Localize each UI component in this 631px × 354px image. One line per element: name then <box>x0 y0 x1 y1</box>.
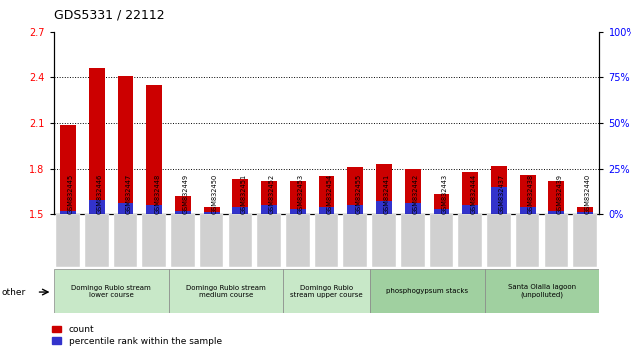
Bar <box>491 187 507 214</box>
Text: GSM832438: GSM832438 <box>528 174 534 214</box>
Text: GDS5331 / 22112: GDS5331 / 22112 <box>54 9 164 22</box>
Bar <box>433 194 449 214</box>
Text: GSM832443: GSM832443 <box>442 174 447 214</box>
FancyBboxPatch shape <box>343 214 367 267</box>
Text: GSM832447: GSM832447 <box>126 174 131 214</box>
Text: GSM832453: GSM832453 <box>298 174 304 214</box>
FancyBboxPatch shape <box>228 214 252 267</box>
Text: GSM832437: GSM832437 <box>499 174 505 214</box>
Text: GSM832439: GSM832439 <box>557 174 562 214</box>
FancyBboxPatch shape <box>114 214 137 267</box>
FancyBboxPatch shape <box>283 269 370 313</box>
Bar <box>232 179 248 214</box>
Bar <box>290 209 305 214</box>
FancyBboxPatch shape <box>168 269 283 313</box>
Text: GSM832451: GSM832451 <box>240 174 246 214</box>
Bar <box>433 209 449 214</box>
Bar <box>261 181 277 214</box>
Bar <box>89 200 105 214</box>
Bar <box>117 76 133 214</box>
Bar <box>376 164 392 214</box>
FancyBboxPatch shape <box>171 214 195 267</box>
Bar <box>204 207 220 214</box>
Text: phosphogypsum stacks: phosphogypsum stacks <box>386 288 468 294</box>
Legend: count, percentile rank within the sample: count, percentile rank within the sample <box>49 321 225 349</box>
FancyBboxPatch shape <box>315 214 338 267</box>
Bar <box>405 169 421 214</box>
FancyBboxPatch shape <box>56 214 80 267</box>
Bar <box>290 181 305 214</box>
FancyBboxPatch shape <box>54 269 168 313</box>
Text: GSM832445: GSM832445 <box>68 174 74 214</box>
Bar <box>89 68 105 214</box>
Bar <box>319 176 334 214</box>
Text: Santa Olalla lagoon
(unpolluted): Santa Olalla lagoon (unpolluted) <box>508 284 576 298</box>
Bar <box>175 211 191 214</box>
Text: GSM832441: GSM832441 <box>384 174 390 214</box>
FancyBboxPatch shape <box>545 214 568 267</box>
Bar <box>319 207 334 214</box>
Bar <box>548 211 564 214</box>
FancyBboxPatch shape <box>458 214 482 267</box>
FancyBboxPatch shape <box>85 214 109 267</box>
FancyBboxPatch shape <box>257 214 281 267</box>
FancyBboxPatch shape <box>286 214 310 267</box>
Bar <box>348 167 363 214</box>
Bar <box>60 211 76 214</box>
Bar <box>548 181 564 214</box>
FancyBboxPatch shape <box>370 269 485 313</box>
FancyBboxPatch shape <box>372 214 396 267</box>
Bar <box>146 85 162 214</box>
FancyBboxPatch shape <box>574 214 597 267</box>
Text: GSM832449: GSM832449 <box>183 174 189 214</box>
Bar <box>204 212 220 214</box>
Text: GSM832444: GSM832444 <box>470 174 476 214</box>
Bar <box>175 196 191 214</box>
Text: GSM832448: GSM832448 <box>154 174 160 214</box>
Bar <box>376 201 392 214</box>
Bar <box>491 166 507 214</box>
Text: GSM832454: GSM832454 <box>327 174 333 214</box>
FancyBboxPatch shape <box>487 214 510 267</box>
Bar <box>520 207 536 214</box>
Text: GSM832450: GSM832450 <box>211 174 218 214</box>
FancyBboxPatch shape <box>430 214 453 267</box>
Bar <box>520 175 536 214</box>
Bar <box>405 203 421 214</box>
Bar <box>232 207 248 214</box>
Bar <box>146 205 162 214</box>
Bar <box>463 172 478 214</box>
FancyBboxPatch shape <box>516 214 540 267</box>
Text: GSM832440: GSM832440 <box>585 174 591 214</box>
Bar <box>348 205 363 214</box>
Text: GSM832442: GSM832442 <box>413 174 419 214</box>
Text: other: other <box>1 287 25 297</box>
Text: GSM832452: GSM832452 <box>269 174 275 214</box>
Text: Domingo Rubio stream
lower course: Domingo Rubio stream lower course <box>71 285 151 298</box>
FancyBboxPatch shape <box>485 269 599 313</box>
Text: GSM832446: GSM832446 <box>97 174 103 214</box>
Bar <box>577 207 593 214</box>
Bar <box>261 205 277 214</box>
FancyBboxPatch shape <box>200 214 223 267</box>
Text: Domingo Rubio
stream upper course: Domingo Rubio stream upper course <box>290 285 363 298</box>
Text: Domingo Rubio stream
medium course: Domingo Rubio stream medium course <box>186 285 266 298</box>
Text: GSM832455: GSM832455 <box>355 174 362 214</box>
Bar <box>577 212 593 214</box>
FancyBboxPatch shape <box>401 214 425 267</box>
Bar <box>60 125 76 214</box>
Bar <box>117 203 133 214</box>
Bar <box>463 205 478 214</box>
FancyBboxPatch shape <box>143 214 166 267</box>
